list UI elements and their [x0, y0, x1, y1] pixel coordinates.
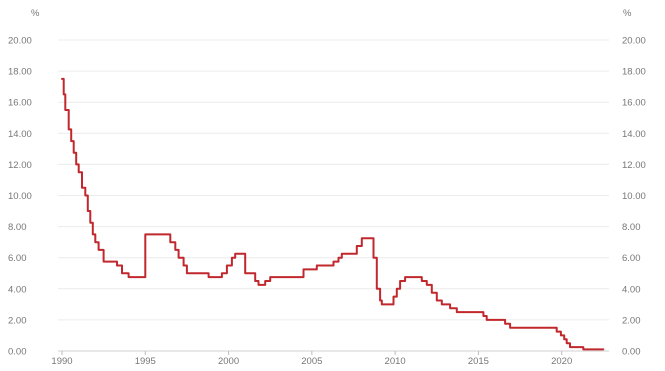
- y-tick-label-left: 4.00: [8, 284, 27, 295]
- x-axis: 1990 1995 2000 2005 2010 2015 2020: [51, 351, 572, 367]
- y-axis-right: 0.00 2.00 4.00 6.00 8.00 10.00 12.00 14.00 16.00…: [622, 36, 646, 358]
- rate-series-line: [61, 77, 605, 351]
- x-tick-label: 2000: [218, 356, 239, 367]
- y-tick-label-right: 10.00: [622, 191, 646, 202]
- y-tick-label-left: 14.00: [8, 129, 32, 140]
- y-tick-label-right: 2.00: [622, 315, 641, 326]
- y-tick-label-right: 4.00: [622, 284, 641, 295]
- y-tick-label-right: 18.00: [622, 67, 646, 78]
- y-tick-label-left: 2.00: [8, 315, 27, 326]
- y-tick-label-right: 14.00: [622, 129, 646, 140]
- y-tick-label-left: 12.00: [8, 160, 32, 171]
- y-tick-label-right: 8.00: [622, 222, 641, 233]
- x-tick-label: 1995: [135, 356, 156, 367]
- y-tick-label-right: 20.00: [622, 36, 646, 47]
- y-tick-label-left: 10.00: [8, 191, 32, 202]
- y-tick-label-right: 16.00: [622, 98, 646, 109]
- y-tick-label-right: 6.00: [622, 253, 641, 264]
- y-tick-label-right: 12.00: [622, 160, 646, 171]
- y-tick-label-left: 0.00: [8, 347, 27, 358]
- x-tick-label: 2015: [468, 356, 489, 367]
- y-tick-label-left: 18.00: [8, 67, 32, 78]
- y-unit-right: %: [623, 8, 632, 19]
- y-tick-label-left: 8.00: [8, 222, 27, 233]
- x-tick-label: 2020: [551, 356, 572, 367]
- gridlines: [58, 39, 609, 352]
- y-tick-label-left: 6.00: [8, 253, 27, 264]
- y-unit-left: %: [31, 8, 40, 19]
- y-tick-label-left: 16.00: [8, 98, 32, 109]
- y-axis-left: 0.00 2.00 4.00 6.00 8.00 10.00 12.00 14.00 16.00…: [8, 36, 32, 358]
- x-tick-label: 1990: [51, 356, 72, 367]
- y-tick-label-right: 0.00: [622, 347, 641, 358]
- y-tick-label-left: 20.00: [8, 36, 32, 47]
- x-tick-label: 2010: [385, 356, 406, 367]
- x-tick-label: 2005: [301, 356, 322, 367]
